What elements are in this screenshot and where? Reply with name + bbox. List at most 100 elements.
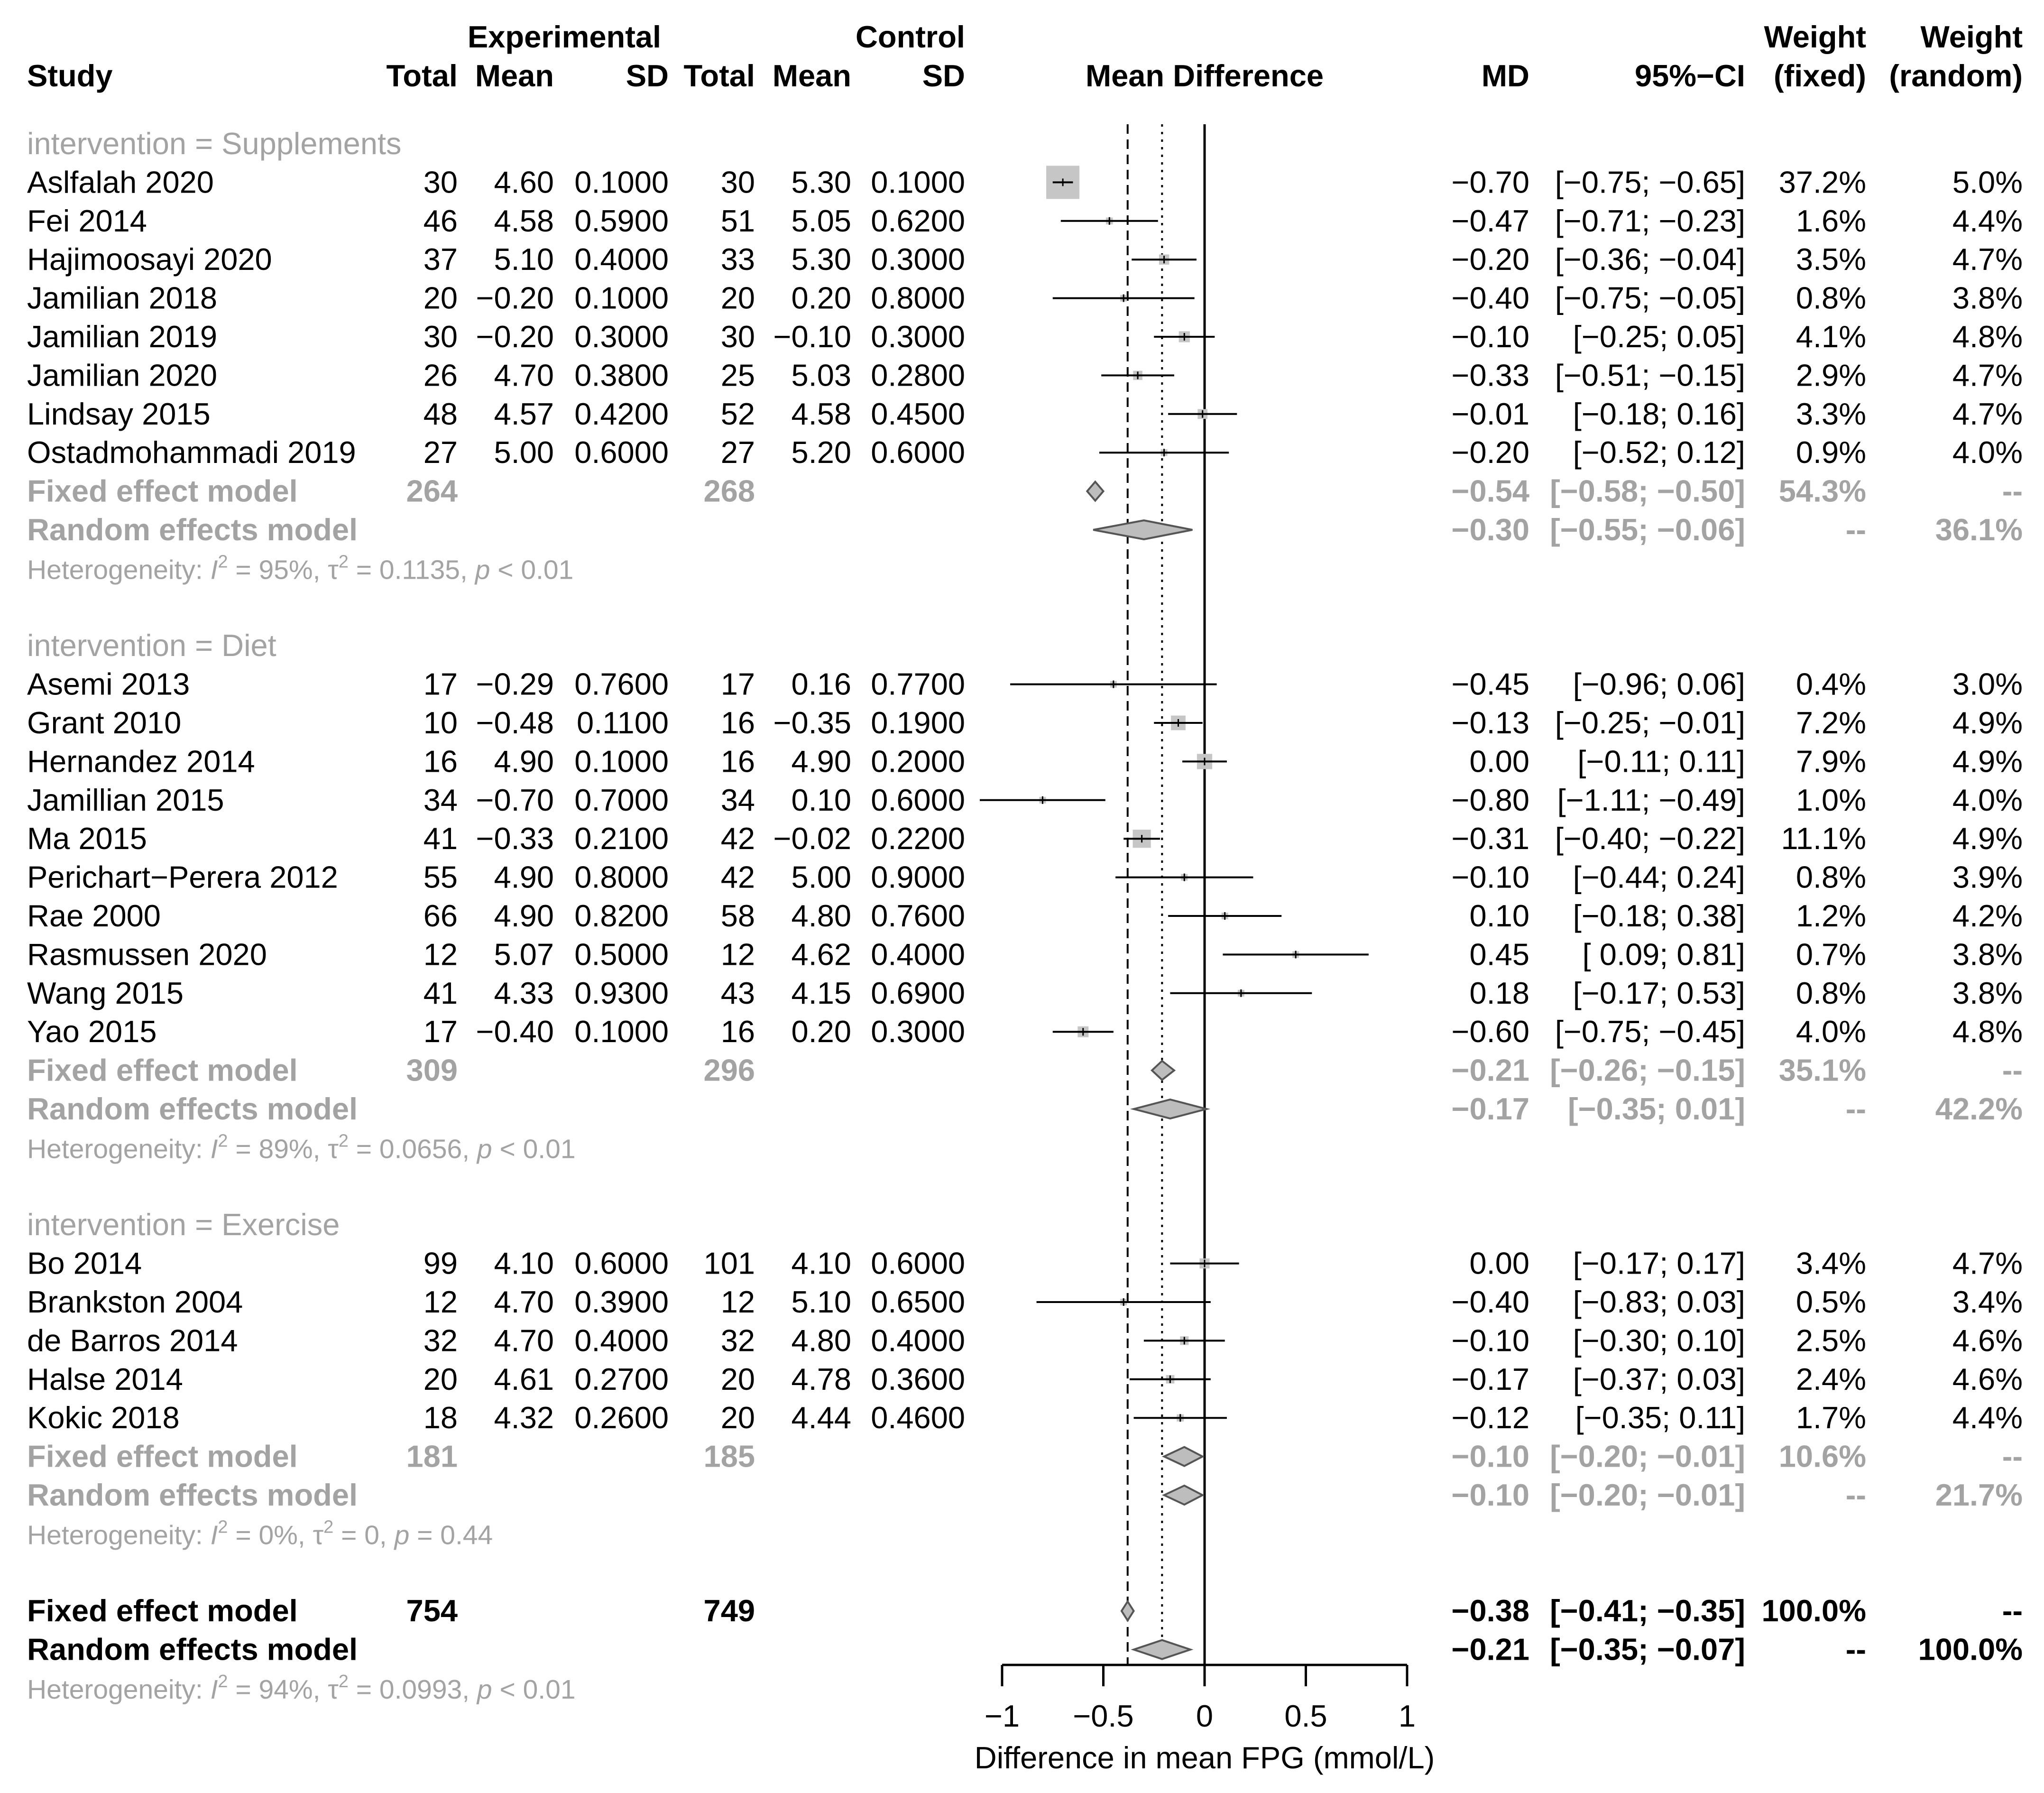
x-tick-label: 0	[1196, 1699, 1213, 1733]
ctl-mean: 4.62	[791, 937, 851, 971]
fixed-weight-random: --	[2002, 1053, 2023, 1088]
study-name: Perichart−Perera 2012	[27, 860, 338, 895]
header-random: (random)	[1889, 58, 2023, 93]
ctl-mean: 0.10	[791, 783, 851, 817]
random-md: −0.10	[1452, 1478, 1529, 1512]
overall-fixed-ctl-total: 749	[704, 1593, 755, 1628]
overall-random-weight-fixed: --	[1846, 1632, 1866, 1667]
study-name: Yao 2015	[27, 1014, 157, 1049]
random-effects-label: Random effects model	[27, 1091, 358, 1126]
exp-mean: 4.90	[494, 744, 554, 778]
heterogeneity-text: Heterogeneity: I2 = 89%, τ2 = 0.0656, p …	[27, 1131, 576, 1164]
x-tick-label: −0.5	[1073, 1699, 1133, 1733]
fixed-effect-label: Fixed effect model	[27, 1053, 298, 1088]
weight-fixed: 37.2%	[1779, 165, 1866, 199]
header-ci: 95%−CI	[1635, 58, 1745, 93]
table-row: Asemi 2013 17 −0.29 0.7600 17 0.16 0.7700 −0.45…	[27, 667, 2023, 702]
exp-sd: 0.3000	[574, 319, 669, 354]
exp-total: 41	[424, 821, 458, 856]
exp-mean: −0.48	[476, 705, 554, 740]
random-md: −0.30	[1452, 512, 1529, 547]
exp-total: 46	[424, 203, 458, 238]
random-effects-label: Random effects model	[27, 512, 358, 547]
exp-mean: −0.70	[476, 783, 554, 817]
weight-random: 3.8%	[1952, 281, 2023, 315]
md-value: −0.60	[1452, 1014, 1529, 1049]
header-weight-random-top: Weight	[1921, 19, 2023, 54]
weight-fixed: 1.6%	[1796, 203, 1866, 238]
ctl-mean: 4.10	[791, 1246, 851, 1281]
ctl-sd: 0.7600	[871, 898, 965, 933]
weight-fixed: 3.5%	[1796, 242, 1866, 277]
ctl-total: 16	[721, 1014, 755, 1049]
exp-total: 66	[424, 898, 458, 933]
exp-mean: 4.70	[494, 1323, 554, 1358]
md-value: −0.10	[1452, 319, 1529, 354]
md-value: 0.10	[1469, 898, 1529, 933]
md-value: −0.17	[1452, 1362, 1529, 1396]
fixed-ci: [−0.20; −0.01]	[1550, 1439, 1745, 1474]
md-value: −0.47	[1452, 203, 1529, 238]
random-effects-row: Random effects model −0.10 [−0.20; −0.01] -…	[27, 1478, 2023, 1512]
ctl-total: 16	[721, 744, 755, 778]
fixed-ci: [−0.26; −0.15]	[1550, 1053, 1745, 1088]
ctl-sd: 0.3000	[871, 1014, 965, 1049]
md-value: −0.31	[1452, 821, 1529, 856]
exp-total: 20	[424, 1362, 458, 1396]
header-md: MD	[1482, 58, 1529, 93]
ctl-mean: −0.02	[773, 821, 851, 856]
ci-value: [−0.75; −0.05]	[1555, 281, 1745, 315]
fixed-exp-total: 264	[406, 474, 458, 508]
weight-random: 5.0%	[1952, 165, 2023, 199]
exp-total: 32	[424, 1323, 458, 1358]
overall-fixed-weight-fixed: 100.0%	[1762, 1593, 1866, 1628]
ctl-total: 12	[721, 1285, 755, 1319]
header-exp-mean: Mean	[475, 58, 554, 93]
fixed-md: −0.10	[1452, 1439, 1529, 1474]
exp-mean: 4.90	[494, 898, 554, 933]
exp-sd: 0.2600	[574, 1400, 669, 1435]
exp-sd: 0.1000	[574, 165, 669, 199]
exp-sd: 0.6000	[574, 435, 669, 470]
study-name: Kokic 2018	[27, 1400, 180, 1435]
overall-random-weight-random: 100.0%	[1918, 1632, 2023, 1667]
ctl-total: 101	[704, 1246, 755, 1281]
table-row: Lindsay 2015 48 4.57 0.4200 52 4.58 0.4500 −0.0…	[27, 397, 2023, 431]
table-row: Yao 2015 17 −0.40 0.1000 16 0.20 0.3000 −0.60 [−…	[27, 1014, 2023, 1049]
header-control: Control	[856, 19, 965, 54]
exp-mean: −0.29	[476, 667, 554, 702]
study-name: Halse 2014	[27, 1362, 183, 1396]
x-axis-label: Difference in mean FPG (mmol/L)	[975, 1740, 1435, 1775]
exp-total: 17	[424, 1014, 458, 1049]
ctl-sd: 0.2200	[871, 821, 965, 856]
table-row: Bo 2014 99 4.10 0.6000 101 4.10 0.6000 0.00 [−0.…	[27, 1246, 2023, 1281]
study-name: de Barros 2014	[27, 1323, 238, 1358]
overall-fixed-diamond	[1120, 1599, 1135, 1622]
weight-random: 4.8%	[1952, 319, 2023, 354]
md-value: −0.80	[1452, 783, 1529, 817]
exp-sd: 0.5900	[574, 203, 669, 238]
random-effects-row: Random effects model −0.30 [−0.55; −0.06] -…	[27, 512, 2023, 547]
random-weight-fixed: --	[1846, 1091, 1866, 1126]
study-name: Lindsay 2015	[27, 397, 211, 431]
table-row: Perichart−Perera 2012 55 4.90 0.8000 42 5.00 0…	[27, 860, 2023, 895]
subgroup: intervention = Diet Asemi 2013 17 −0.29 0.76…	[27, 628, 2023, 1164]
ctl-sd: 0.3600	[871, 1362, 965, 1396]
ctl-total: 42	[721, 860, 755, 895]
overall-random-label: Random effects model	[27, 1632, 358, 1667]
weight-random: 4.8%	[1952, 1014, 2023, 1049]
exp-sd: 0.2100	[574, 821, 669, 856]
ctl-mean: 5.05	[791, 203, 851, 238]
ctl-total: 30	[721, 319, 755, 354]
ctl-total: 20	[721, 1400, 755, 1435]
table-row: Ostadmohammadi 2019 27 5.00 0.6000 27 5.20 0.6…	[27, 435, 2023, 470]
ci-value: [−0.35; 0.11]	[1575, 1400, 1745, 1435]
weight-random: 3.4%	[1952, 1285, 2023, 1319]
ctl-mean: 5.03	[791, 358, 851, 392]
ctl-total: 12	[721, 937, 755, 971]
weight-random: 4.4%	[1952, 1400, 2023, 1435]
exp-total: 12	[424, 937, 458, 971]
study-name: Jamilian 2018	[27, 281, 217, 315]
ci-value: [−0.25; 0.05]	[1573, 319, 1745, 354]
